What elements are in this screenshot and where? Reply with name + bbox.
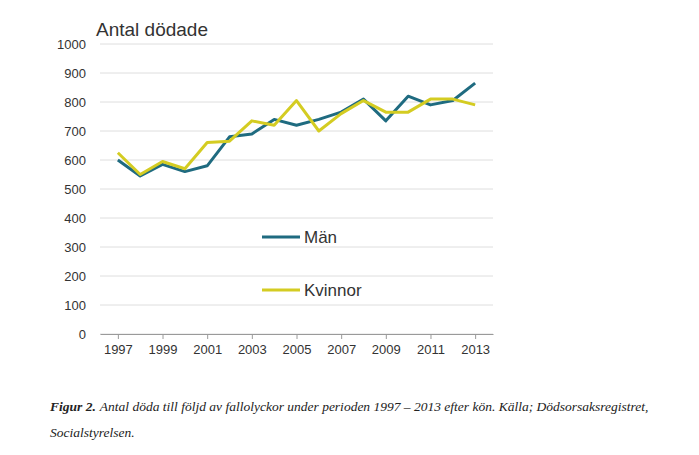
y-tick: 900 bbox=[64, 66, 100, 81]
y-tick: 500 bbox=[64, 182, 100, 197]
legend-swatch bbox=[262, 289, 300, 292]
grid-line bbox=[100, 131, 493, 132]
x-tick: 2007 bbox=[327, 334, 356, 357]
x-tick-mark bbox=[430, 334, 431, 339]
legend-swatch bbox=[262, 236, 300, 239]
y-tick-label: 800 bbox=[64, 95, 86, 110]
x-tick: 2003 bbox=[238, 334, 267, 357]
x-tick-label: 2007 bbox=[327, 342, 356, 357]
y-tick-label: 100 bbox=[64, 298, 86, 313]
y-axis: 0 100 200 300 400 500 600 700 800 900 1000 bbox=[57, 37, 100, 342]
grid-line bbox=[100, 276, 493, 277]
x-tick-mark bbox=[341, 334, 342, 339]
grid-line bbox=[100, 218, 493, 219]
series-line bbox=[118, 83, 475, 176]
y-tick: 1000 bbox=[57, 37, 100, 52]
grid-line bbox=[100, 73, 493, 74]
legend-label: Män bbox=[304, 228, 337, 247]
x-tick: 2001 bbox=[193, 334, 222, 357]
grid-line bbox=[100, 44, 493, 45]
x-tick-label: 2001 bbox=[193, 342, 222, 357]
x-tick-mark bbox=[475, 334, 476, 339]
y-tick-label: 200 bbox=[64, 269, 86, 284]
x-tick-label: 2003 bbox=[238, 342, 267, 357]
y-tick: 800 bbox=[64, 95, 100, 110]
y-tick-label: 300 bbox=[64, 240, 86, 255]
x-tick-label: 2011 bbox=[417, 342, 445, 357]
y-tick-label: 900 bbox=[64, 66, 86, 81]
y-tick: 100 bbox=[64, 298, 100, 313]
series-line bbox=[118, 99, 475, 174]
lines bbox=[118, 83, 475, 176]
y-tick: 600 bbox=[64, 153, 100, 168]
x-tick: 2011 bbox=[417, 334, 445, 357]
y-tick-label: 0 bbox=[79, 327, 86, 342]
grid-line bbox=[100, 189, 493, 190]
x-tick: 2009 bbox=[372, 334, 401, 357]
x-tick-label: 2013 bbox=[461, 342, 490, 357]
x-tick-label: 2009 bbox=[372, 342, 401, 357]
y-tick-label: 500 bbox=[64, 182, 86, 197]
x-tick: 2005 bbox=[283, 334, 312, 357]
x-tick: 1997 bbox=[104, 334, 133, 357]
caption-text: Socialstyrelsen. bbox=[50, 425, 135, 440]
x-tick-mark bbox=[252, 334, 253, 339]
x-tick-mark bbox=[207, 334, 208, 339]
legend: Män Kvinnor bbox=[262, 228, 362, 300]
y-tick-label: 1000 bbox=[57, 37, 86, 52]
x-tick-mark bbox=[163, 334, 164, 339]
y-tick-label: 700 bbox=[64, 124, 86, 139]
y-tick: 700 bbox=[64, 124, 100, 139]
x-tick-mark bbox=[297, 334, 298, 339]
grid-line bbox=[100, 247, 493, 248]
y-tick-label: 600 bbox=[64, 153, 86, 168]
y-tick-label: 400 bbox=[64, 211, 86, 226]
x-axis: 1997 1999 2001 2003 2005 2007 2009 2011 2013 bbox=[101, 334, 494, 357]
caption-text: Antal döda till följd av fallolyckor und… bbox=[99, 399, 649, 414]
grid-line bbox=[100, 305, 493, 306]
y-tick: 0 bbox=[79, 327, 100, 342]
x-tick-label: 1997 bbox=[104, 342, 133, 357]
title: Antal dödade bbox=[96, 19, 208, 40]
x-tick-label: 1999 bbox=[149, 342, 178, 357]
x-tick-mark bbox=[118, 334, 119, 339]
caption-label: Figur 2. bbox=[49, 399, 96, 414]
x-tick: 1999 bbox=[149, 334, 178, 357]
x-tick: 2013 bbox=[461, 334, 490, 357]
legend-label: Kvinnor bbox=[304, 281, 362, 300]
y-tick: 200 bbox=[64, 269, 100, 284]
caption: Figur 2.Antal döda till följd av falloly… bbox=[49, 399, 648, 440]
chart: 0 100 200 300 400 500 600 700 800 900 1000 1997 1999… bbox=[0, 0, 699, 455]
y-axis-line bbox=[100, 45, 101, 335]
grid bbox=[100, 44, 493, 334]
y-tick: 400 bbox=[64, 211, 100, 226]
grid-line bbox=[100, 160, 493, 161]
x-tick-label: 2005 bbox=[283, 342, 312, 357]
y-tick: 300 bbox=[64, 240, 100, 255]
x-tick-mark bbox=[386, 334, 387, 339]
